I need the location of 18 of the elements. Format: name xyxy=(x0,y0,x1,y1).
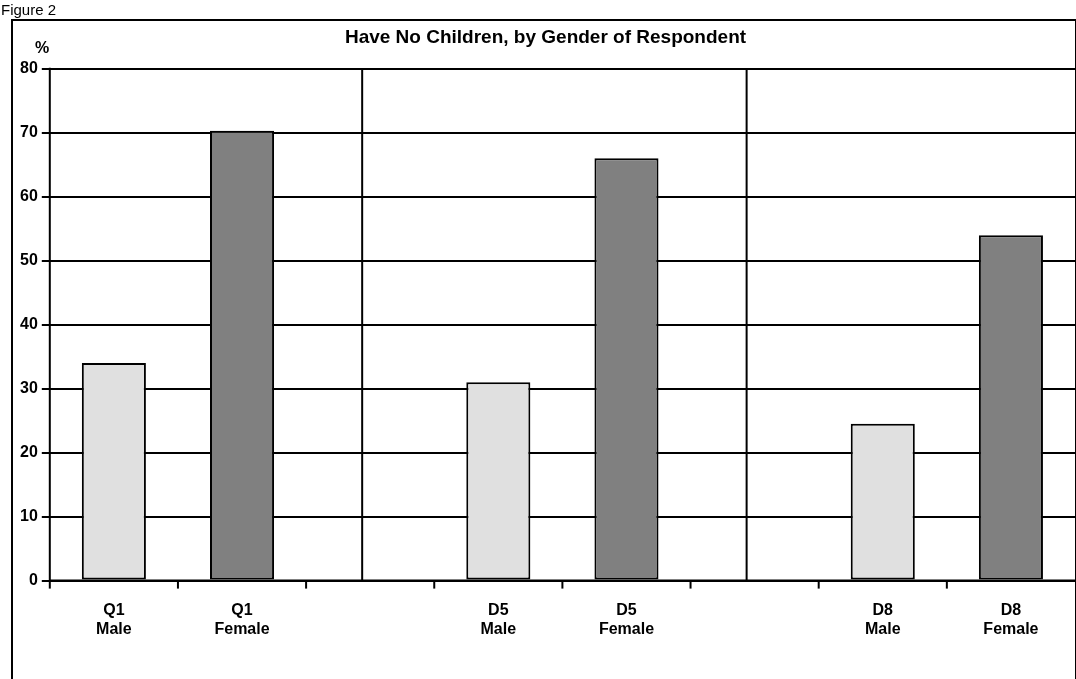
x-tick-label: D8 Male xyxy=(864,600,901,637)
x-tick-label: D8 Female xyxy=(983,600,1039,637)
y-tick-label: 10 xyxy=(20,507,38,525)
y-tick-label: 30 xyxy=(20,379,38,397)
x-tick-label: Q1 Female xyxy=(214,600,270,637)
y-tick-label: 70 xyxy=(20,123,38,141)
x-tick-label: D5 Female xyxy=(598,600,655,637)
y-tick-label: 50 xyxy=(20,251,38,269)
y-tick-label: 40 xyxy=(20,315,38,333)
y-tick-label: 20 xyxy=(20,443,38,461)
y-tick-label: 80 xyxy=(20,59,38,77)
y-tick-label: 60 xyxy=(20,187,38,205)
x-tick-label: D5 Male xyxy=(480,600,517,637)
y-tick-label: 0 xyxy=(28,571,38,589)
x-tick-label: Q1 Male xyxy=(96,600,132,637)
y-axis-title: % xyxy=(34,39,50,57)
caption: Figure 2 xyxy=(1,1,57,18)
chart-title: Have No Children, by Gender of Respondent xyxy=(344,25,747,47)
